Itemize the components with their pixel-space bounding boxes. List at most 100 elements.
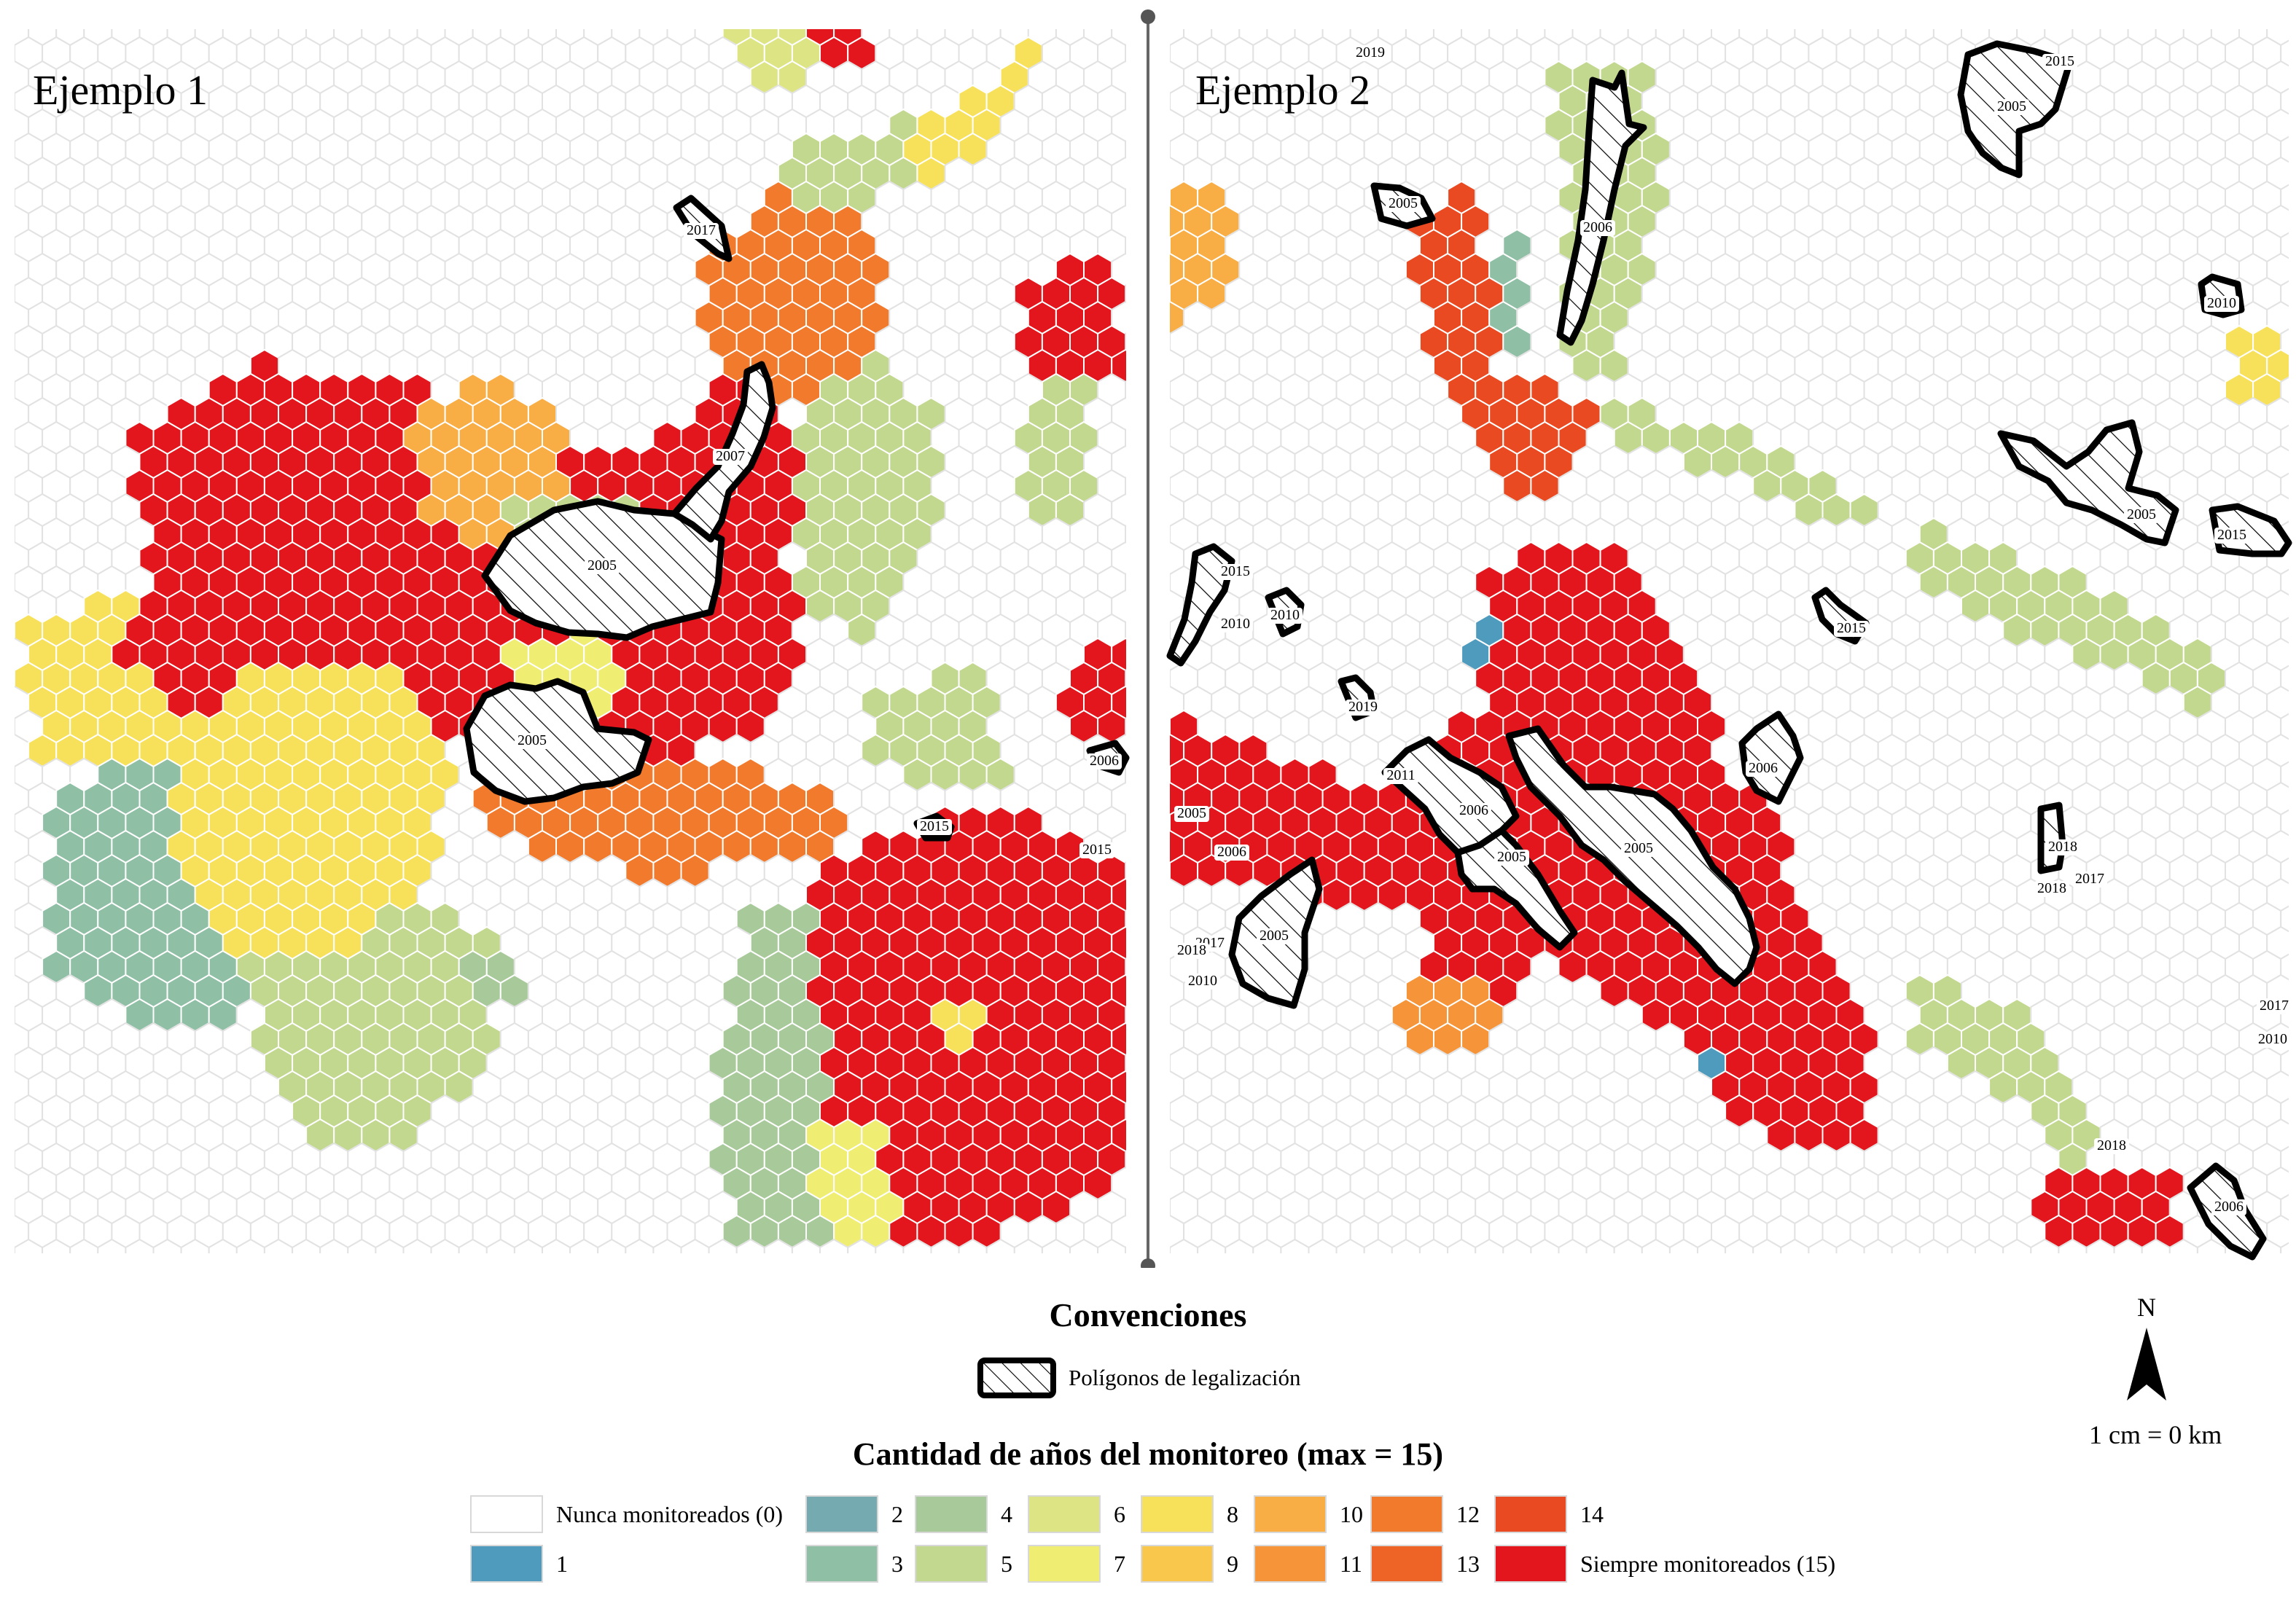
polygon-2006-center: [1738, 710, 1804, 805]
svg-text:2015: 2015: [1221, 563, 1250, 579]
svg-text:2015: 2015: [920, 818, 949, 834]
legend-swatch: [1254, 1495, 1327, 1533]
legend-class-0: Nunca monitoreados (0): [470, 1494, 783, 1535]
svg-text:2005: 2005: [587, 557, 617, 573]
north-arrow-icon: N: [2127, 1293, 2166, 1401]
svg-text:2005: 2005: [518, 732, 547, 748]
svg-text:2006: 2006: [1583, 219, 1612, 235]
legend-swatch: [1494, 1495, 1567, 1533]
legend-class-13: 13: [1370, 1543, 1480, 1584]
legend-swatch: [1028, 1495, 1101, 1533]
svg-text:2006: 2006: [1749, 760, 1778, 776]
svg-text:2006: 2006: [1459, 802, 1488, 818]
polygon-year-label: 2015: [1079, 842, 1114, 858]
polygon-legend-item: Polígonos de legalización: [977, 1357, 1301, 1399]
legend-label: 10: [1340, 1500, 1363, 1527]
legend-label: 9: [1227, 1550, 1238, 1577]
svg-text:2005: 2005: [1260, 928, 1289, 944]
polygon-year-label: 2017: [2072, 871, 2107, 888]
polygon-year-label: 2005: [1257, 928, 1292, 944]
polygon-year-label: 2018: [2045, 839, 2080, 855]
scale-text: 1 cm = 0 km: [2089, 1420, 2222, 1449]
legend-class-15: Siempre monitoreados (15): [1494, 1543, 1835, 1584]
legend-label: 2: [891, 1500, 903, 1527]
svg-text:2005: 2005: [1389, 195, 1418, 211]
svg-text:2017: 2017: [2075, 871, 2104, 887]
legend-swatch: [1254, 1545, 1327, 1583]
legend-label: Siempre monitoreados (15): [1580, 1550, 1836, 1577]
svg-text:2007: 2007: [716, 448, 745, 464]
legend-class-12: 12: [1370, 1494, 1480, 1535]
svg-text:2015: 2015: [1837, 620, 1866, 636]
svg-text:2005: 2005: [1497, 849, 1526, 865]
polygon-year-label: 2006: [1456, 802, 1491, 819]
svg-text:2010: 2010: [2258, 1031, 2287, 1047]
polygon-year-label: 2005: [2124, 506, 2159, 523]
legend-class-14: 14: [1494, 1494, 1604, 1535]
legend-label: 4: [1001, 1500, 1012, 1527]
polygon-year-label: 2018: [2034, 880, 2069, 897]
north-label: N: [2137, 1293, 2156, 1322]
color-legend-title: Cantidad de años del monitoreo (max = 15…: [852, 1436, 1444, 1472]
svg-text:2018: 2018: [1177, 942, 1206, 958]
polygon-year-label: 2018: [1174, 942, 1209, 959]
svg-text:2006: 2006: [1217, 844, 1246, 860]
svg-text:2006: 2006: [1090, 753, 1119, 769]
polygon-year-label: 2005: [515, 732, 550, 749]
polygon-legend-label: Polígonos de legalización: [1069, 1365, 1301, 1390]
legend-swatch: [915, 1545, 988, 1583]
legend-swatch: [1494, 1545, 1567, 1583]
svg-text:2011: 2011: [1386, 767, 1415, 783]
legend-class-1: 1: [470, 1543, 568, 1584]
legend-class-8: 8: [1141, 1494, 1238, 1535]
polygon-year-label: 2015: [2214, 527, 2249, 544]
polygon-legend-swatch: [977, 1358, 1056, 1398]
svg-text:2015: 2015: [2045, 53, 2074, 69]
legend-swatch: [805, 1545, 878, 1583]
legend-swatch: [805, 1495, 878, 1533]
legend-section-title: Convenciones: [1049, 1296, 1247, 1333]
svg-text:2006: 2006: [2214, 1199, 2244, 1215]
svg-text:2005: 2005: [1997, 98, 2026, 114]
polygon-year-label: 2005: [1386, 195, 1421, 212]
legend-label: 1: [556, 1550, 568, 1577]
svg-text:2010: 2010: [1270, 607, 1300, 623]
polygon-year-label: 2015: [2042, 53, 2077, 70]
panel-title-1: Ejemplo 1: [33, 66, 208, 114]
legend-swatch: [1141, 1545, 1214, 1583]
polygon-year-label: 2010: [1185, 973, 1220, 990]
polygon-year-label: 2006: [2211, 1199, 2246, 1215]
legend-swatch: [470, 1545, 543, 1583]
svg-text:2018: 2018: [2097, 1137, 2126, 1153]
legend-label: 14: [1580, 1500, 1604, 1527]
polygon-year-label: 2005: [1621, 840, 1656, 857]
svg-text:2005: 2005: [1177, 805, 1206, 821]
polygon-year-label: 2015: [1834, 620, 1869, 637]
svg-text:2019: 2019: [1356, 44, 1385, 60]
polygon-year-label: 2006: [1746, 760, 1781, 777]
svg-text:2005: 2005: [1624, 840, 1653, 856]
polygon-year-label: 2006: [1087, 753, 1122, 769]
polygon-year-label: 2015: [1218, 563, 1253, 580]
legend-swatch: [1028, 1545, 1101, 1583]
legend-label: 5: [1001, 1550, 1012, 1577]
svg-text:2017: 2017: [687, 222, 716, 238]
legend-swatch: [470, 1495, 543, 1533]
legend-label: Nunca monitoreados (0): [556, 1500, 784, 1527]
legend-class-3: 3: [805, 1543, 903, 1584]
polygon-year-label: 2006: [1580, 219, 1615, 236]
monitoring-maps: 2017 2007 2005 2005 2015 2006 2015 2019 2015 200…: [15, 9, 2292, 1268]
polygon-year-label: 2005: [1494, 849, 1529, 866]
legend-class-10: 10: [1254, 1494, 1363, 1535]
svg-text:2015: 2015: [1082, 842, 1112, 858]
polygon-year-labels: 2017 2007 2005 2005 2015 2006 2015 2019 2015 200…: [515, 44, 2292, 1215]
polygon-year-label: 2017: [684, 222, 719, 239]
polygon-2005-b: [463, 678, 652, 805]
polygon-year-label: 2006: [1214, 844, 1249, 861]
legend-swatch: [1370, 1545, 1443, 1583]
legend-label: 7: [1114, 1550, 1125, 1577]
panel-divider: [1141, 9, 1155, 1268]
polygon-year-label: 2005: [1174, 805, 1209, 822]
legend-class-7: 7: [1028, 1543, 1125, 1584]
panel-title-2: Ejemplo 2: [1195, 66, 1371, 114]
